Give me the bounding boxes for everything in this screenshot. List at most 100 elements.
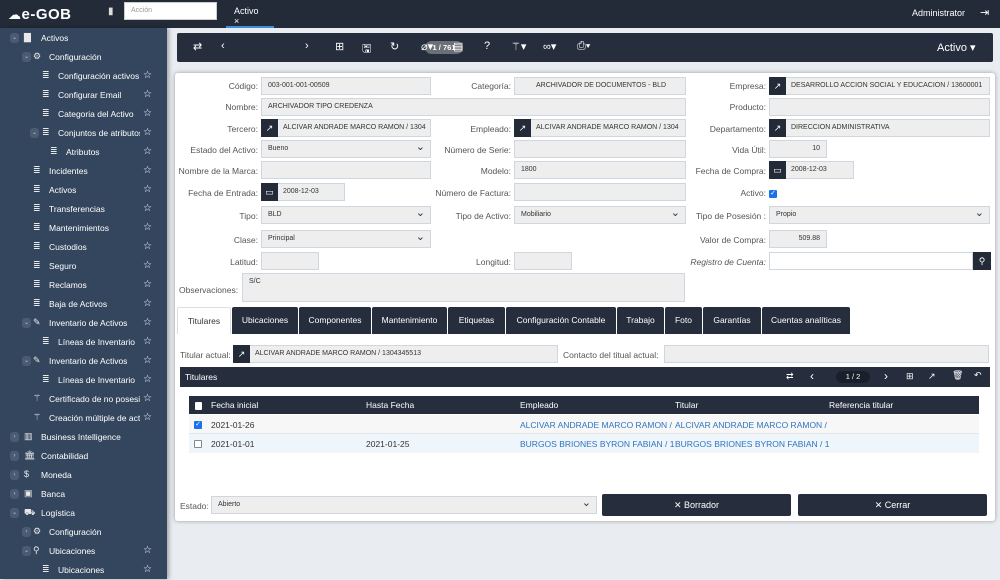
close-tab-icon[interactable]: ×: [234, 16, 240, 26]
star-icon[interactable]: ☆: [143, 108, 152, 119]
sidebar-item-configuración[interactable]: ⌄ ⚙ Configuración: [0, 48, 167, 67]
sidebar-item-conjuntos-de-atributos[interactable]: ⌄ ≣ Conjuntos de atributos ☆: [0, 124, 167, 143]
cell-titular-link[interactable]: ALCIVAR ANDRADE MARCO RAMON /: [675, 420, 827, 430]
col-fecha-inicial[interactable]: Fecha inicial: [211, 400, 259, 410]
book-icon[interactable]: ▮: [108, 6, 114, 17]
modelo-field[interactable]: 1800: [514, 161, 686, 179]
tab-garantias[interactable]: Garantías: [703, 307, 761, 334]
sidebar-item-activos[interactable]: ≣ Activos ☆: [0, 181, 167, 200]
sidebar-item-atributos[interactable]: ≣ Atributos ☆: [0, 143, 167, 162]
calendar-icon[interactable]: ▭: [261, 183, 278, 201]
empleado-field[interactable]: ALCIVAR ANDRADE MARCO RAMON / 1304: [514, 119, 686, 137]
contacto-field[interactable]: [664, 345, 989, 363]
sidebar-item-mantenimientos[interactable]: ≣ Mantenimientos ☆: [0, 219, 167, 238]
action-search-input[interactable]: Acción: [124, 2, 217, 20]
tipo-select[interactable]: BLD: [261, 206, 431, 224]
open-titular-icon[interactable]: ↗: [233, 345, 250, 363]
estado-activo-select[interactable]: Bueno: [261, 140, 431, 158]
sidebar-item-categoria-del-activo[interactable]: ≣ Categoria del Activo ☆: [0, 105, 167, 124]
help-icon[interactable]: ?: [484, 40, 491, 52]
tipo-activo-select[interactable]: Mobiliario: [514, 206, 686, 224]
sidebar-item-líneas-de-inventario[interactable]: ≣ Líneas de Inventario ☆: [0, 371, 167, 390]
star-icon[interactable]: ☆: [143, 336, 152, 347]
calendar-icon[interactable]: ▭: [769, 161, 786, 179]
cell-empleado-link[interactable]: BURGOS BRIONES BYRON FABIAN / 1: [520, 439, 675, 449]
sidebar-item-certificado-de-no-posesión[interactable]: ⚚ Certificado de no posesión ☆: [0, 390, 167, 409]
toggle-view-icon[interactable]: ⇄: [193, 41, 203, 53]
chevron-down-icon[interactable]: ⌄: [22, 546, 31, 556]
chevron-right-icon[interactable]: ›: [10, 489, 19, 499]
sub-pager[interactable]: 1 / 2: [836, 371, 870, 383]
previous-icon[interactable]: ‹: [810, 369, 814, 383]
sidebar-item-configuración[interactable]: › ⚙ Configuración: [0, 523, 167, 542]
sidebar-item-creación-múltiple-de-activos[interactable]: ⚚ Creación múltiple de activos☆: [0, 409, 167, 428]
estado-select[interactable]: Abierto: [211, 496, 597, 514]
sidebar-item-contabilidad[interactable]: › 🏛 Contabilidad: [0, 447, 167, 466]
star-icon[interactable]: ☆: [143, 545, 152, 556]
producto-field[interactable]: [769, 98, 990, 116]
serie-field[interactable]: [514, 140, 686, 158]
fecha-compra-field[interactable]: 2008-12-03: [769, 161, 854, 179]
star-icon[interactable]: ☆: [143, 127, 152, 138]
add-line-icon[interactable]: ⊞: [906, 371, 914, 381]
open-empresa-icon[interactable]: ↗: [769, 77, 786, 95]
sidebar-item-inventario-de-activos[interactable]: ⌄ ✎ Inventario de Activos ☆: [0, 314, 167, 333]
tab-cuentas-analiticas[interactable]: Cuentas analíticas: [762, 307, 850, 334]
tab-etiquetas[interactable]: Etiquetas: [448, 307, 505, 334]
cerrar-button[interactable]: ✕ Cerrar: [798, 494, 987, 516]
print-icon[interactable]: ⎙▾: [577, 40, 591, 52]
refresh-icon[interactable]: ↻: [390, 41, 400, 53]
sidebar-item-baja-de-activos[interactable]: ≣ Baja de Activos ☆: [0, 295, 167, 314]
toggle-view-icon[interactable]: ⇄: [786, 371, 794, 381]
vida-util-field[interactable]: 10: [769, 140, 827, 158]
star-icon[interactable]: ☆: [143, 222, 152, 233]
record-pager[interactable]: 1 / 761: [425, 41, 463, 54]
tab-trabajo[interactable]: Trabajo: [617, 307, 664, 334]
star-icon[interactable]: ☆: [143, 298, 152, 309]
user-menu[interactable]: Administrator: [912, 8, 966, 18]
row-checkbox[interactable]: [194, 440, 202, 448]
next-record-icon[interactable]: ›: [305, 40, 309, 52]
sidebar-item-configuración-activos[interactable]: ≣ Configuración activos ☆: [0, 67, 167, 86]
tab-titulares[interactable]: Titulares: [177, 307, 231, 334]
star-icon[interactable]: ☆: [143, 89, 152, 100]
marca-field[interactable]: [261, 161, 431, 179]
sidebar-item-moneda[interactable]: › $ Moneda: [0, 466, 167, 485]
sidebar-item-líneas-de-inventario[interactable]: ≣ Líneas de Inventario ☆: [0, 333, 167, 352]
previous-record-icon[interactable]: ‹: [221, 40, 225, 52]
cell-titular-link[interactable]: BURGOS BRIONES BYRON FABIAN / 1: [675, 439, 830, 449]
categoria-field[interactable]: ARCHIVADOR DE DOCUMENTOS - BLD: [514, 77, 686, 95]
col-referencia[interactable]: Referencia titular: [829, 400, 894, 410]
tab-mantenimiento[interactable]: Mantenimiento: [372, 307, 447, 334]
sidebar-item-custodios[interactable]: ≣ Custodios ☆: [0, 238, 167, 257]
chevron-right-icon[interactable]: ›: [10, 432, 19, 442]
logout-icon[interactable]: ⇥: [980, 7, 990, 19]
star-icon[interactable]: ☆: [143, 374, 152, 385]
star-icon[interactable]: ☆: [143, 279, 152, 290]
codigo-field[interactable]: 003-001-001-00509: [261, 77, 431, 95]
sidebar-item-configurar-email[interactable]: ≣ Configurar Email ☆: [0, 86, 167, 105]
new-record-icon[interactable]: ⊞: [335, 41, 345, 53]
open-empleado-icon[interactable]: ↗: [514, 119, 531, 137]
sidebar-item-reclamos[interactable]: ≣ Reclamos ☆: [0, 276, 167, 295]
sidebar-item-inventario-de-activos[interactable]: ⌄ ✎ Inventario de Activos ☆: [0, 352, 167, 371]
star-icon[interactable]: ☆: [143, 184, 152, 195]
nombre-field[interactable]: ARCHIVADOR TIPO CREDENZA: [261, 98, 686, 116]
sidebar-item-activos[interactable]: ⌄ ▇ Activos: [0, 29, 167, 48]
tab-componentes[interactable]: Componentes: [299, 307, 371, 334]
tab-ubicaciones[interactable]: Ubicaciones: [232, 307, 298, 334]
next-icon[interactable]: ›: [884, 369, 888, 383]
sidebar-item-ubicaciones[interactable]: ⌄ ⚲ Ubicaciones ☆: [0, 542, 167, 561]
col-empleado[interactable]: Empleado: [520, 400, 559, 410]
star-icon[interactable]: ☆: [143, 412, 152, 423]
sidebar-item-logística[interactable]: ⌄ ⛟ Logística: [0, 504, 167, 523]
chevron-down-icon[interactable]: ⌄: [30, 128, 39, 138]
sidebar-item-incidentes[interactable]: ≣ Incidentes ☆: [0, 162, 167, 181]
tipo-posesion-select[interactable]: Propio: [769, 206, 990, 224]
chevron-down-icon[interactable]: ⌄: [10, 508, 19, 518]
sidebar-item-business-intelligence[interactable]: › ▥ Business Intelligence: [0, 428, 167, 447]
save-icon[interactable]: 🖫: [362, 43, 372, 55]
tab-configuracion-contable[interactable]: Configuración Contable: [506, 307, 616, 334]
table-row[interactable]: 2021-01-01 2021-01-25 BURGOS BRIONES BYR…: [189, 434, 979, 453]
row-checkbox[interactable]: ✓: [194, 421, 202, 429]
